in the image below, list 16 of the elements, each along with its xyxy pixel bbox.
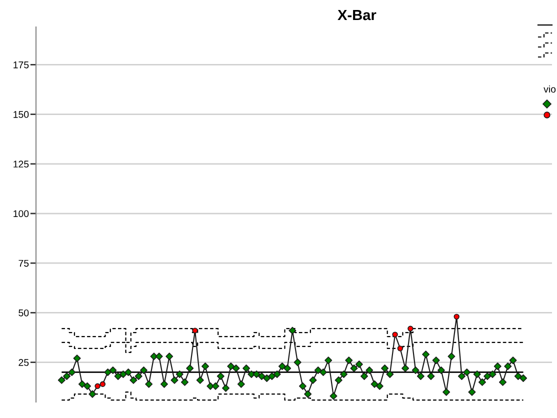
point [94, 383, 100, 389]
chart-title: X-Bar [338, 10, 376, 20]
y-tick-label: 75 [18, 260, 29, 267]
y-tick-label: 175 [14, 62, 29, 68]
point [392, 332, 398, 338]
y-tick-label: 50 [18, 309, 29, 316]
y-tick-label: 25 [18, 359, 29, 366]
point [192, 328, 198, 334]
point [100, 381, 106, 387]
y-tick-label: 100 [14, 210, 29, 218]
point [408, 326, 414, 332]
point [397, 346, 404, 352]
y-tick-label: 125 [14, 160, 29, 168]
y-tick-label: 150 [14, 111, 29, 118]
point [454, 314, 460, 320]
legend-title: vio [544, 85, 556, 93]
